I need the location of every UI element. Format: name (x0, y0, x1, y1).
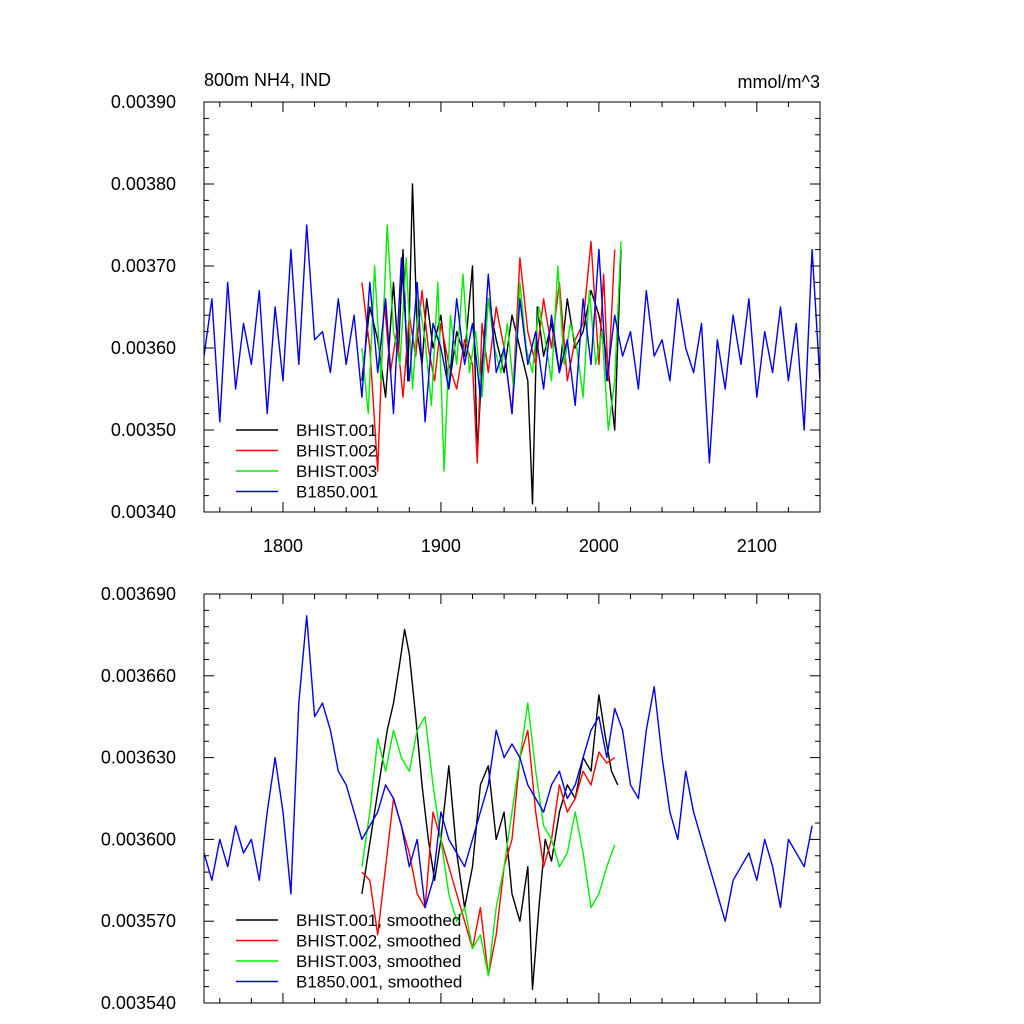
bottom-series-line-2 (361, 702, 616, 977)
bottom-legend: BHIST.001, smoothed BHIST.002, smoothedBH… (236, 911, 462, 992)
top-y-tick-label: 0.00390 (111, 92, 176, 112)
top-panel-units: mmol/m^3 (738, 72, 820, 92)
top-y-tick-label: 0.00340 (111, 502, 176, 522)
bottom-y-tick-label: 0.003630 (101, 748, 176, 768)
top-panel: 800m NH4, IND mmol/m^3 1800 1900 2000 2100 0… (111, 70, 821, 556)
top-legend-label: BHIST.003 (296, 462, 377, 481)
bottom-legend-label: BHIST.002, smoothed (296, 932, 461, 951)
top-x-tick-label: 2100 (737, 536, 777, 556)
bottom-panel: 0.003540 0.003570 0.003600 0.003630 0.003660… (101, 584, 821, 1013)
top-legend-label: BHIST.001 (296, 421, 377, 440)
top-y-tick-label: 0.00370 (111, 256, 176, 276)
top-y-tick-label: 0.00380 (111, 174, 176, 194)
top-y-tick-label: 0.00350 (111, 420, 176, 440)
bottom-legend-label: BHIST.003, smoothed (296, 952, 461, 971)
top-panel-title: 800m NH4, IND (204, 70, 331, 90)
bottom-legend-label: B1850.001, smoothed (296, 973, 462, 992)
bottom-legend-label: BHIST.001, smoothed (296, 911, 461, 930)
bottom-y-tick-label: 0.003660 (101, 666, 176, 686)
bottom-plot-frame (203, 593, 821, 1004)
top-plot-frame (203, 101, 821, 513)
top-legend-label: BHIST.002 (296, 442, 377, 461)
top-series-line-3 (204, 224, 820, 464)
bottom-y-tick-label: 0.003540 (101, 993, 176, 1013)
top-x-tick-label: 1800 (263, 536, 303, 556)
top-legend-label: B1850.001 (296, 483, 378, 502)
top-x-tick-label: 1900 (421, 536, 461, 556)
bottom-y-tick-label: 0.003600 (101, 829, 176, 849)
bottom-y-tick-label: 0.003690 (101, 584, 176, 604)
bottom-series-line-3 (204, 615, 813, 922)
top-y-tick-label: 0.00360 (111, 338, 176, 358)
top-x-tick-label: 2000 (579, 536, 619, 556)
bottom-series-line-0 (361, 628, 619, 991)
bottom-y-tick-label: 0.003570 (101, 911, 176, 931)
top-series-line-2 (361, 224, 622, 472)
